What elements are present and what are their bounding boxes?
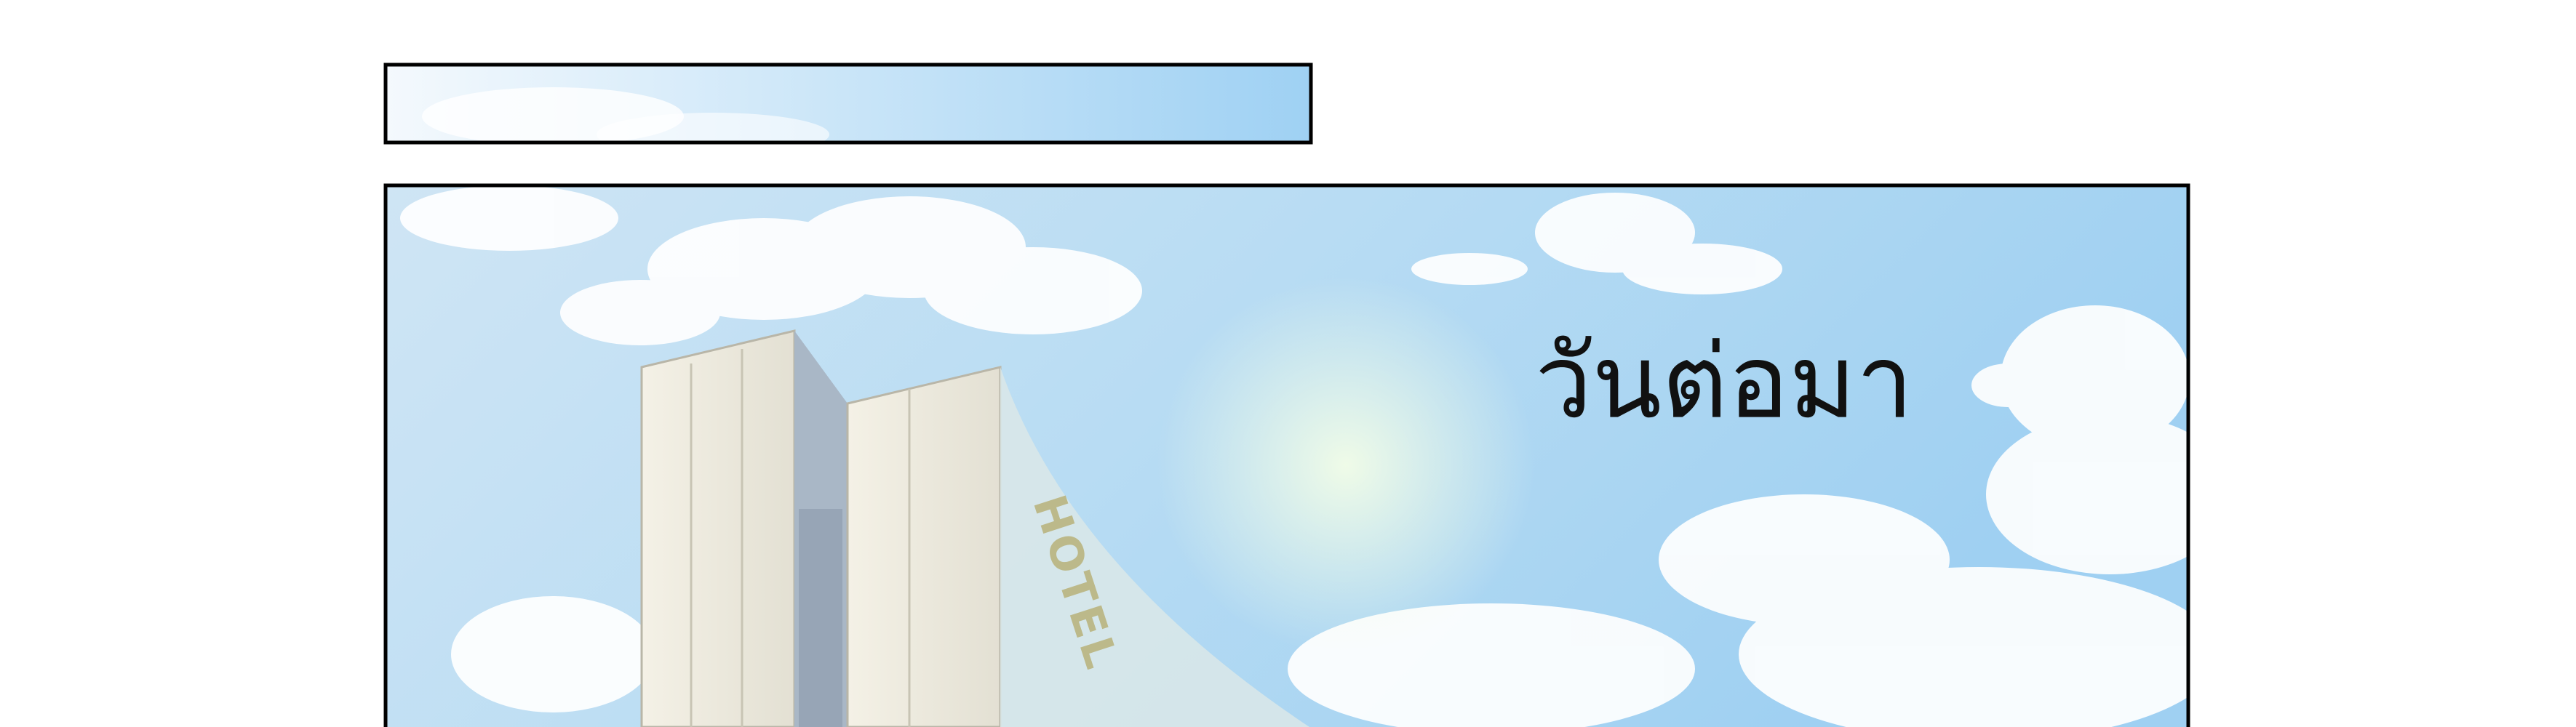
top-panel-border xyxy=(383,63,1313,145)
top-panel-art xyxy=(386,65,1309,141)
main-panel-border xyxy=(383,183,2190,727)
main-panel-art: HOTEL xyxy=(386,185,2188,727)
caption: วันต่อมา xyxy=(1535,324,1913,442)
